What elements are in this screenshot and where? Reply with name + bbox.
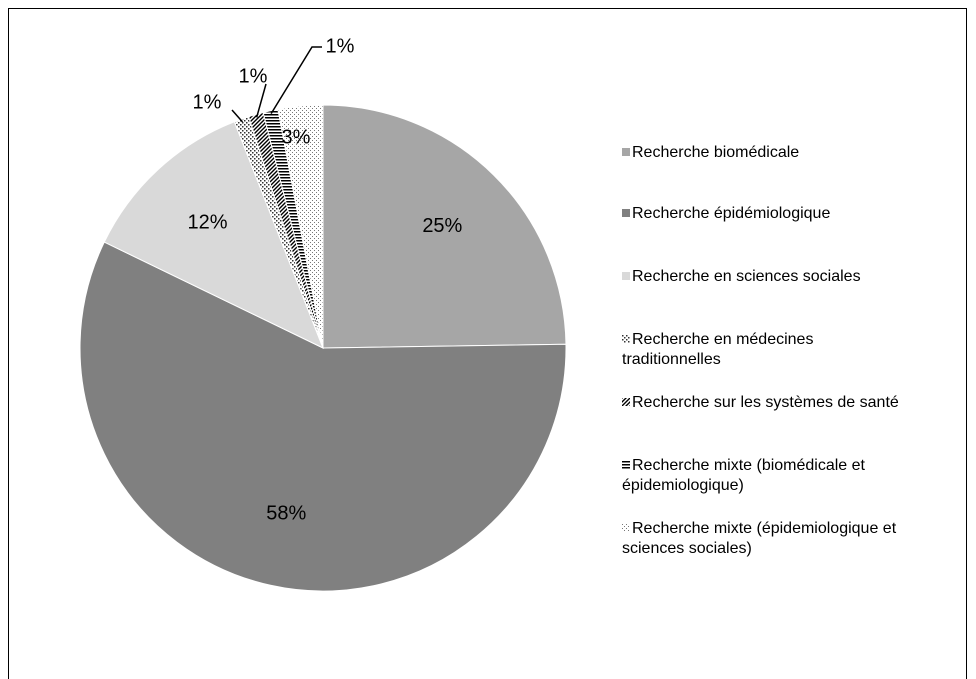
legend-entry: Recherche en médecines traditionnelles bbox=[622, 330, 912, 370]
legend-swatch bbox=[622, 461, 630, 469]
data-label: 3% bbox=[281, 127, 310, 149]
legend-label: Recherche sur les systèmes de santé bbox=[632, 394, 899, 411]
data-label: 1% bbox=[193, 91, 222, 113]
legend-label: Recherche biomédicale bbox=[632, 144, 800, 161]
legend-label: Recherche en sciences sociales bbox=[632, 268, 861, 285]
data-label: 58% bbox=[266, 502, 306, 524]
leader-line bbox=[255, 83, 267, 118]
legend-swatch bbox=[622, 335, 630, 343]
legend-entry: Recherche sur les systèmes de santé bbox=[622, 393, 912, 413]
frame bbox=[8, 8, 967, 679]
legend-label: Recherche en médecines traditionnelles bbox=[622, 331, 814, 368]
data-label: 1% bbox=[326, 35, 355, 57]
legend-entry: Recherche en sciences sociales bbox=[622, 267, 912, 287]
leader-line bbox=[231, 109, 244, 123]
data-label: 1% bbox=[239, 65, 268, 87]
legend-label: Recherche mixte (biomédicale et épidemio… bbox=[622, 457, 865, 494]
legend-entry: Recherche biomédicale bbox=[622, 143, 912, 163]
legend-entry: Recherche mixte (biomédicale et épidemio… bbox=[622, 456, 912, 496]
legend-swatch bbox=[622, 524, 630, 532]
data-label: 25% bbox=[422, 215, 462, 237]
pie-slice bbox=[103, 121, 324, 350]
legend-label: Recherche mixte (épidemiologique et scie… bbox=[622, 520, 897, 557]
pie-slice bbox=[79, 241, 567, 592]
legend-label: Recherche épidémiologique bbox=[632, 205, 831, 222]
data-label: 12% bbox=[187, 211, 227, 233]
legend-swatch bbox=[622, 272, 630, 280]
legend-swatch bbox=[622, 148, 630, 156]
legend-entry: Recherche mixte (épidemiologique et scie… bbox=[622, 519, 912, 559]
pie-slice bbox=[277, 104, 324, 349]
pie-slice bbox=[322, 104, 567, 349]
legend-swatch bbox=[622, 398, 630, 406]
legend-entry: Recherche épidémiologique bbox=[622, 204, 912, 224]
legend-swatch bbox=[622, 209, 630, 217]
leader-line bbox=[270, 46, 322, 115]
